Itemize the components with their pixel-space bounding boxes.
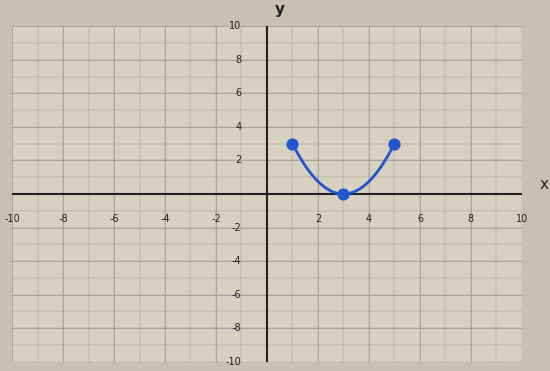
Text: -8: -8 [232, 323, 241, 333]
Text: -6: -6 [109, 214, 119, 224]
Text: 4: 4 [366, 214, 372, 224]
Text: y: y [274, 3, 285, 17]
Text: -4: -4 [160, 214, 170, 224]
Text: 6: 6 [235, 88, 241, 98]
Text: 10: 10 [229, 21, 241, 31]
Text: 10: 10 [516, 214, 528, 224]
Point [288, 141, 297, 147]
Point [390, 141, 399, 147]
Text: 4: 4 [235, 122, 241, 132]
Text: 6: 6 [417, 214, 423, 224]
Text: -8: -8 [58, 214, 68, 224]
Text: 2: 2 [315, 214, 321, 224]
Text: -10: -10 [4, 214, 20, 224]
Text: x: x [540, 177, 549, 192]
Point [339, 191, 348, 197]
Text: -6: -6 [232, 290, 241, 300]
Text: 8: 8 [235, 55, 241, 65]
Text: -10: -10 [226, 357, 241, 367]
Text: 8: 8 [468, 214, 474, 224]
Text: -2: -2 [232, 223, 241, 233]
Text: 2: 2 [235, 155, 241, 165]
Text: -2: -2 [211, 214, 221, 224]
Text: -4: -4 [232, 256, 241, 266]
